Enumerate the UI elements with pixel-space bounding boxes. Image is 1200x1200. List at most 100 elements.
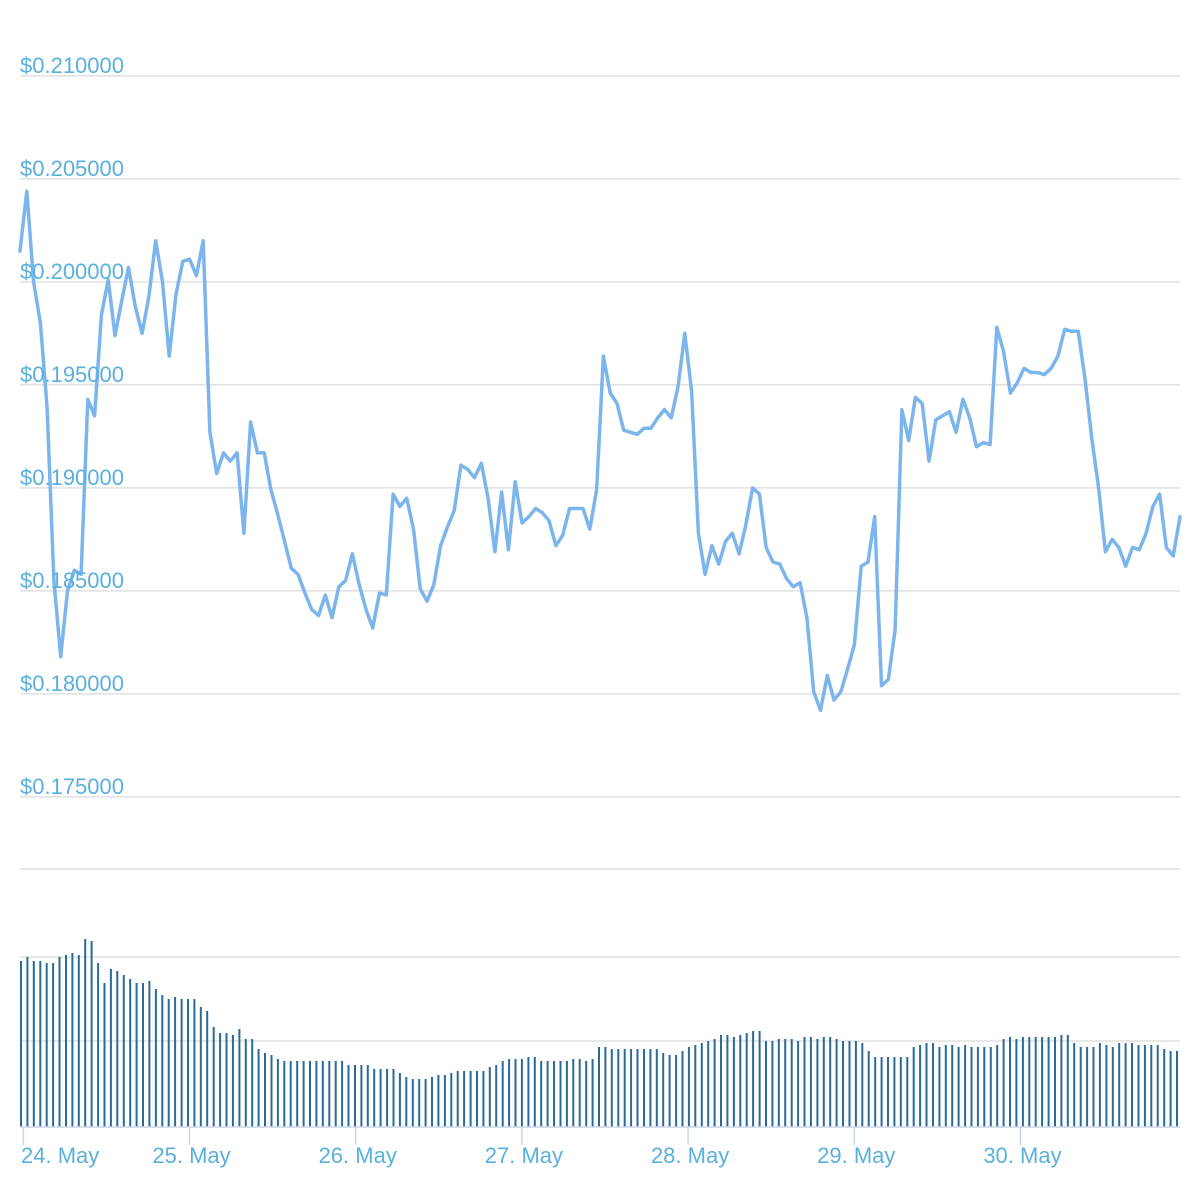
volume-bar: [797, 1041, 800, 1127]
volume-bar: [206, 1011, 209, 1127]
volume-bar: [386, 1069, 389, 1127]
volume-bar: [816, 1039, 819, 1127]
volume-bar: [309, 1061, 311, 1127]
volume-bar: [1047, 1037, 1050, 1127]
volume-bar: [1086, 1047, 1089, 1127]
volume-bar: [732, 1037, 735, 1127]
x-axis: 24. May 25. May 26. May 27. May 28. May 29. M…: [20, 1126, 1180, 1168]
y-axis-labels: $0.210000 $0.205000 $0.200000 $0.195000 $0.1…: [20, 53, 124, 799]
volume-bar: [784, 1039, 787, 1127]
volume-bar: [700, 1043, 703, 1127]
volume-bar: [405, 1077, 408, 1127]
volume-bar: [617, 1049, 620, 1127]
volume-bar: [809, 1037, 812, 1127]
volume-bar: [257, 1049, 260, 1127]
y-tick-label: $0.175000: [20, 774, 124, 799]
volume-bar: [180, 999, 183, 1127]
y-tick-label: $0.180000: [20, 671, 124, 696]
volume-bar: [848, 1041, 851, 1127]
volume-bar: [354, 1065, 356, 1127]
volume-bar: [553, 1061, 555, 1127]
volume-bar: [790, 1039, 793, 1127]
volume-bar: [77, 955, 80, 1127]
volume-bar: [450, 1073, 453, 1127]
volume-bar: [148, 981, 151, 1127]
volume-bar: [777, 1039, 780, 1127]
volume-bar: [668, 1055, 671, 1127]
volume-bar: [90, 941, 93, 1127]
volume-bar: [501, 1061, 504, 1127]
volume-bar: [938, 1047, 941, 1127]
volume-bar: [1169, 1051, 1172, 1127]
volume-bar: [32, 961, 35, 1127]
volume-bar: [745, 1033, 748, 1127]
volume-bar: [366, 1065, 369, 1127]
x-tick-label: 24. May: [21, 1143, 99, 1168]
volume-bar: [630, 1049, 633, 1127]
volume-bar: [244, 1039, 247, 1127]
y-tick-label: $0.210000: [20, 53, 124, 78]
volume-bar: [925, 1043, 928, 1127]
volume-bar: [225, 1033, 228, 1127]
volume-bar: [591, 1059, 594, 1127]
volume-bar: [964, 1045, 967, 1127]
volume-bar: [360, 1065, 363, 1127]
volume-bar: [713, 1039, 716, 1127]
volume-bar: [398, 1073, 401, 1127]
volume-bar: [1028, 1037, 1031, 1127]
volume-bar: [193, 999, 196, 1127]
volume-bar: [906, 1057, 909, 1127]
volume-bar: [643, 1049, 645, 1127]
volume-bar: [167, 999, 170, 1127]
volume-bar: [276, 1059, 279, 1127]
volume-bar: [912, 1047, 915, 1127]
y-tick-label: $0.190000: [20, 465, 124, 490]
volume-bar: [52, 963, 55, 1127]
volume-bar: [585, 1061, 588, 1127]
volume-bar: [456, 1071, 459, 1127]
volume-bar: [315, 1061, 318, 1127]
volume-bar: [1124, 1043, 1127, 1127]
volume-bar: [1021, 1037, 1024, 1127]
volume-bar: [154, 989, 157, 1127]
volume-bar: [578, 1059, 581, 1127]
volume-bar: [880, 1057, 883, 1127]
volume-bar: [951, 1045, 954, 1127]
volume-bar: [296, 1061, 299, 1127]
volume-bar: [379, 1069, 382, 1127]
volume-bar: [1002, 1039, 1005, 1127]
volume-bar: [1060, 1035, 1063, 1127]
volume-bar: [1131, 1043, 1133, 1127]
volume-bar: [655, 1049, 658, 1127]
volume-bar: [135, 983, 138, 1127]
volume-bar: [559, 1061, 562, 1127]
volume-bar: [957, 1047, 960, 1127]
volume-bar: [495, 1065, 498, 1127]
volume-bar: [623, 1049, 626, 1127]
volume-bar: [726, 1035, 729, 1127]
volume-bar: [212, 1027, 215, 1127]
volume-bar: [803, 1037, 806, 1127]
volume-bar: [610, 1049, 613, 1127]
x-tick-label: 29. May: [817, 1143, 895, 1168]
volume-bar: [26, 957, 29, 1127]
volume-bar: [1156, 1045, 1159, 1127]
volume-bar: [527, 1057, 530, 1127]
x-tick-label: 25. May: [152, 1143, 230, 1168]
volume-bar: [598, 1047, 600, 1127]
volume-bar: [283, 1061, 286, 1127]
price-line-group: [18, 189, 1182, 713]
volume-bar: [1054, 1037, 1056, 1127]
volume-bar: [1150, 1045, 1153, 1127]
volume-bar: [392, 1069, 395, 1127]
volume-bar: [129, 979, 132, 1127]
volume-bar: [1009, 1037, 1011, 1127]
volume-bar: [65, 955, 67, 1127]
volume-bar: [1111, 1047, 1114, 1127]
volume-bar: [861, 1043, 864, 1127]
volume-bar: [1143, 1045, 1146, 1127]
volume-bar: [989, 1047, 992, 1127]
volume-bar: [874, 1057, 877, 1127]
